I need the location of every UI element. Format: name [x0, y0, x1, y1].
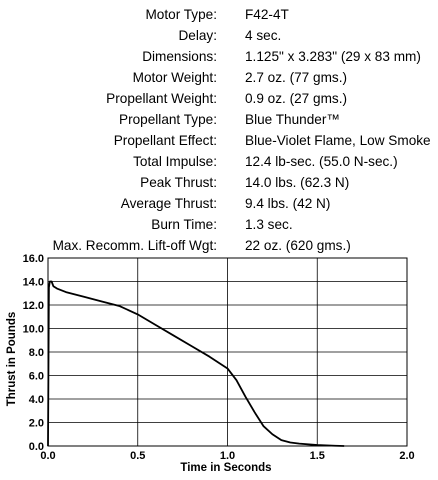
spec-label: Propellant Effect: — [113, 133, 217, 148]
spec-row: Delay: 4 sec. — [0, 25, 438, 46]
spec-value: 22 oz. (620 gms.) — [245, 238, 351, 253]
spec-value: Blue-Violet Flame, Low Smoke — [245, 133, 431, 148]
motor-specifications: Motor Type: F42-4T Delay: 4 sec. Dimensions:… — [0, 4, 438, 256]
y-tick-label: 6.0 — [29, 371, 44, 383]
spec-value: F42-4T — [245, 7, 289, 22]
spec-row: Average Thrust: 9.4 lbs. (42 N) — [0, 193, 438, 214]
spec-label: Propellant Weight: — [106, 91, 217, 106]
y-tick-label: 0.0 — [29, 441, 44, 453]
spec-row: Propellant Type: Blue Thunder™ — [0, 109, 438, 130]
spec-value: 9.4 lbs. (42 N) — [245, 196, 331, 211]
plot-area — [47, 280, 345, 447]
chart-grid — [47, 257, 408, 447]
y-tick-label: 4.0 — [29, 394, 44, 406]
spec-label: Delay: — [178, 28, 217, 43]
x-axis-label: Time in Seconds — [180, 462, 271, 474]
y-axis-ticks: 0.0 2.0 4.0 6.0 8.0 10.0 12.0 14.0 16.0 — [23, 253, 44, 453]
thrust-series-line — [47, 280, 345, 447]
spec-label: Motor Type: — [145, 7, 217, 22]
x-axis-ticks: 0.0 0.5 1.0 1.5 2.0 — [40, 450, 414, 462]
spec-label: Peak Thrust: — [140, 175, 217, 190]
spec-row: Peak Thrust: 14.0 lbs. (62.3 N) — [0, 172, 438, 193]
spec-label: Total Impulse: — [133, 154, 217, 169]
spec-label: Motor Weight: — [132, 70, 217, 85]
spec-row: Burn Time: 1.3 sec. — [0, 214, 438, 235]
spec-value: 12.4 lb-sec. (55.0 N-sec.) — [245, 154, 398, 169]
spec-value: 0.9 oz. (27 gms.) — [245, 91, 347, 106]
y-tick-label: 14.0 — [23, 277, 44, 289]
spec-label: Propellant Type: — [119, 112, 217, 127]
spec-label: Average Thrust: — [120, 196, 217, 211]
x-tick-label: 2.0 — [399, 450, 414, 462]
spec-row: Dimensions: 1.125" x 3.283" (29 x 83 mm) — [0, 46, 438, 67]
spec-value: 2.7 oz. (77 gms.) — [245, 70, 347, 85]
spec-row: Propellant Effect: Blue-Violet Flame, Low… — [0, 130, 438, 151]
spec-row: Motor Type: F42-4T — [0, 4, 438, 25]
y-axis-label: Thrust in Pounds — [6, 312, 18, 407]
y-tick-label: 16.0 — [23, 253, 44, 265]
spec-row: Propellant Weight: 0.9 oz. (27 gms.) — [0, 88, 438, 109]
y-tick-label: 8.0 — [29, 347, 44, 359]
y-tick-label: 10.0 — [23, 324, 44, 336]
y-tick-label: 12.0 — [23, 300, 44, 312]
spec-value: 1.125" x 3.283" (29 x 83 mm) — [245, 49, 421, 64]
spec-label: Dimensions: — [142, 49, 217, 64]
x-tick-label: 0.5 — [130, 450, 145, 462]
spec-row: Total Impulse: 12.4 lb-sec. (55.0 N-sec.) — [0, 151, 438, 172]
spec-value: 4 sec. — [245, 28, 282, 43]
spec-value: Blue Thunder™ — [245, 112, 340, 127]
spec-row: Max. Recomm. Lift-off Wgt: 22 oz. (620 gm… — [0, 235, 438, 256]
x-tick-label: 0.0 — [40, 450, 55, 462]
spec-label: Burn Time: — [151, 217, 217, 232]
x-tick-label: 1.0 — [220, 450, 235, 462]
spec-row: Motor Weight: 2.7 oz. (77 gms.) — [0, 67, 438, 88]
y-tick-label: 2.0 — [29, 418, 44, 430]
spec-value: 14.0 lbs. (62.3 N) — [245, 175, 350, 190]
spec-value: 1.3 sec. — [245, 217, 293, 232]
spec-label: Max. Recomm. Lift-off Wgt: — [52, 238, 217, 253]
x-tick-label: 1.5 — [310, 450, 325, 462]
thrust-curve-chart: 0.0 2.0 4.0 6.0 8.0 10.0 12.0 14.0 16.0 0.0 0.5 1.… — [6, 253, 415, 474]
